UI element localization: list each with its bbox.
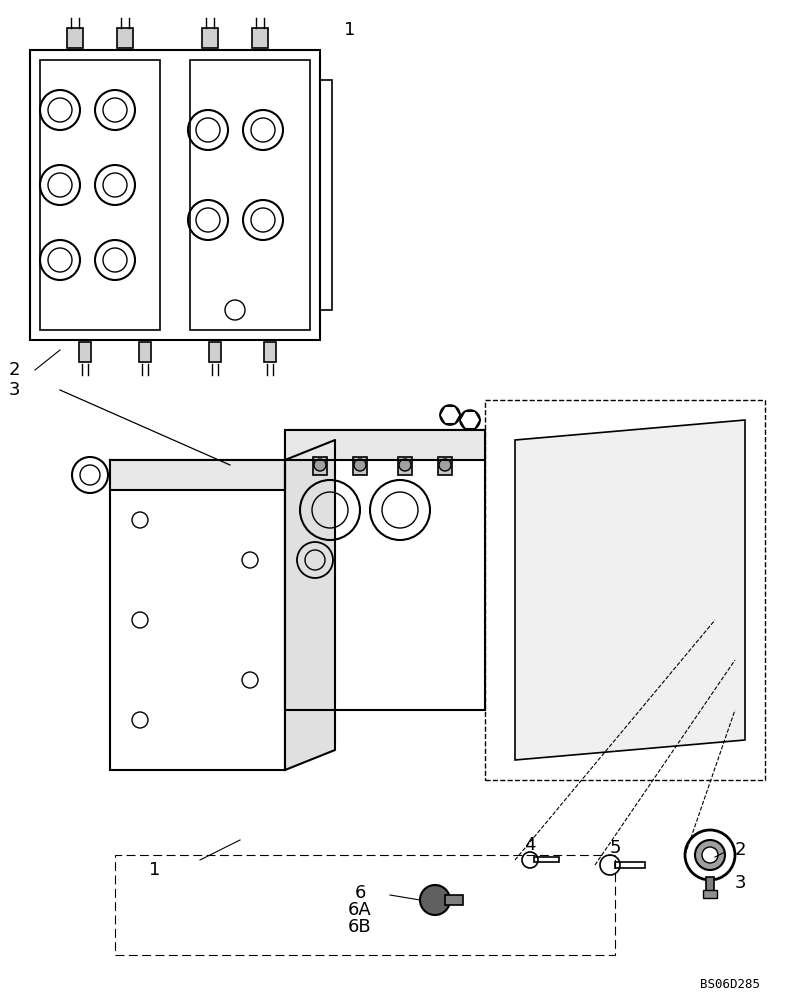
Polygon shape <box>515 420 744 760</box>
Polygon shape <box>284 430 484 460</box>
Text: 1: 1 <box>149 861 161 879</box>
Bar <box>263 342 275 362</box>
Circle shape <box>694 840 724 870</box>
Bar <box>702 890 716 898</box>
Circle shape <box>419 885 450 915</box>
Bar <box>139 342 151 362</box>
Circle shape <box>701 847 717 863</box>
Text: 2: 2 <box>9 361 20 379</box>
Text: BS06D285: BS06D285 <box>699 978 759 991</box>
Bar <box>110 460 284 770</box>
Bar <box>438 457 451 475</box>
Bar <box>30 50 320 340</box>
Text: 1: 1 <box>344 21 355 39</box>
Text: 3: 3 <box>9 381 20 399</box>
Circle shape <box>438 459 450 471</box>
Bar <box>67 28 83 48</box>
Bar <box>40 60 160 330</box>
Bar <box>320 80 332 310</box>
Text: 3: 3 <box>733 874 745 892</box>
Text: 2: 2 <box>733 841 745 859</box>
Bar <box>202 28 218 48</box>
Text: 5: 5 <box>609 839 620 857</box>
Bar <box>284 430 484 710</box>
Bar <box>312 457 327 475</box>
Bar <box>484 400 764 780</box>
Bar <box>209 342 221 362</box>
Bar <box>614 862 644 868</box>
Text: 6B: 6B <box>348 918 371 936</box>
Bar <box>115 855 614 955</box>
Circle shape <box>314 459 325 471</box>
Circle shape <box>398 459 410 471</box>
Bar <box>397 457 411 475</box>
Bar <box>79 342 91 362</box>
Text: 4: 4 <box>524 836 535 854</box>
Text: 6A: 6A <box>348 901 372 919</box>
Bar <box>705 877 713 895</box>
Circle shape <box>353 459 365 471</box>
Bar <box>117 28 132 48</box>
Bar <box>444 895 463 905</box>
Polygon shape <box>284 440 335 770</box>
Text: 6: 6 <box>354 884 365 902</box>
Bar <box>190 60 310 330</box>
Bar <box>353 457 366 475</box>
Polygon shape <box>110 460 284 490</box>
Bar <box>251 28 267 48</box>
Bar <box>533 857 558 862</box>
